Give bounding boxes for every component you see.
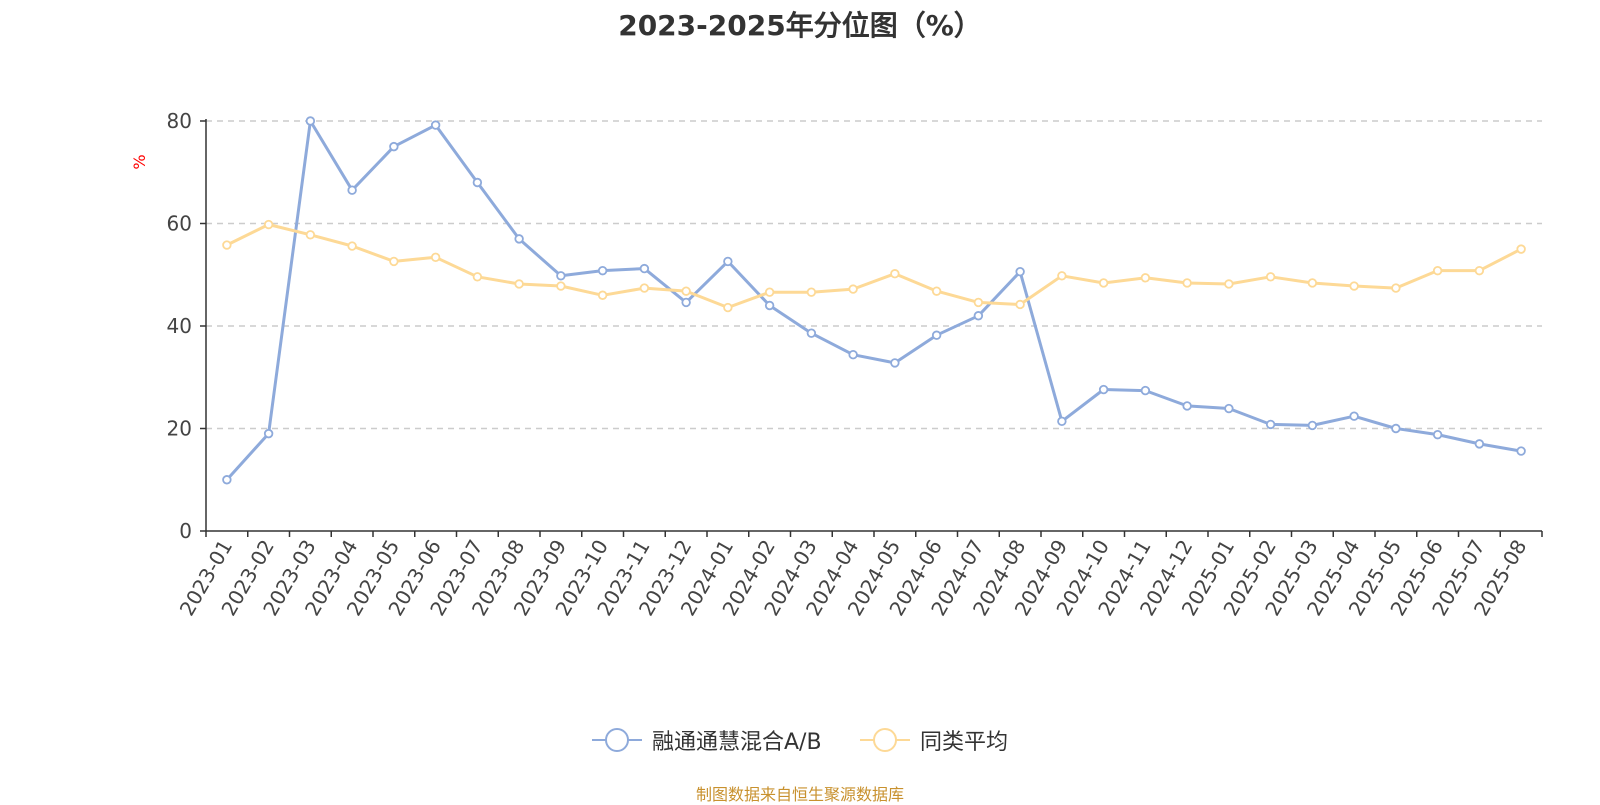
data-point-0[interactable] [1015,266,1025,277]
data-point-1[interactable] [1474,265,1485,276]
data-point-1[interactable] [1015,299,1025,310]
legend-swatch-0 [592,728,642,752]
data-point-1[interactable] [263,219,274,230]
data-point-1[interactable] [764,287,775,297]
data-point-1[interactable] [723,302,733,313]
data-point-0[interactable] [389,141,399,152]
y-tick-label: 60 [167,212,192,236]
data-point-0[interactable] [1432,429,1443,440]
data-point-0[interactable] [1140,385,1151,396]
data-point-0[interactable] [1516,446,1526,456]
data-point-1[interactable] [681,286,691,296]
data-point-0[interactable] [305,116,316,126]
data-point-1[interactable] [931,286,942,296]
data-point-1[interactable] [1182,278,1192,288]
legend-item-0[interactable]: 融通通慧混合A/B [592,722,822,758]
series-line-0 [225,119,1522,481]
data-point-1[interactable] [806,287,817,297]
data-point-1[interactable] [472,272,483,282]
data-point-0[interactable] [1265,419,1276,430]
data-point-1[interactable] [305,230,316,240]
y-tick-label: 0 [179,519,192,543]
data-point-0[interactable] [1391,423,1401,434]
data-point-0[interactable] [1474,439,1485,449]
data-point-0[interactable] [764,300,775,311]
data-point-0[interactable] [1182,401,1192,411]
data-point-1[interactable] [1098,278,1109,288]
data-point-1[interactable] [848,284,858,294]
data-point-1[interactable] [347,241,357,251]
data-point-0[interactable] [1098,384,1109,395]
data-point-1[interactable] [1057,271,1067,281]
data-point-1[interactable] [556,281,566,291]
data-point-1[interactable] [514,279,524,289]
data-point-0[interactable] [1057,416,1067,427]
series-lines [222,116,1526,485]
legend-swatch-1 [860,728,910,752]
legend-label-1: 同类平均 [920,730,1009,755]
data-point-1[interactable] [1307,278,1318,288]
data-point-1[interactable] [1349,281,1359,291]
data-point-0[interactable] [597,265,608,276]
data-point-0[interactable] [723,256,733,267]
source-note: 制图数据来自恒生聚源数据库 [695,785,904,804]
x-tick-labels: 2023-012023-022023-032023-042023-052023-… [175,536,1532,620]
data-point-0[interactable] [472,177,483,188]
data-point-0[interactable] [848,350,858,360]
data-point-1[interactable] [430,252,441,263]
data-point-1[interactable] [222,240,232,250]
y-tick-label: 20 [167,417,192,441]
y-tick-label: 40 [167,314,192,338]
data-point-1[interactable] [1265,272,1276,282]
data-point-0[interactable] [430,120,441,130]
data-point-0[interactable] [263,428,274,439]
chart-title: 2023-2025年分位图（%） [618,9,982,42]
data-point-1[interactable] [597,290,608,300]
data-point-0[interactable] [931,330,942,340]
data-point-0[interactable] [1224,403,1234,414]
data-point-0[interactable] [1349,411,1359,421]
legend-item-1[interactable]: 同类平均 [860,722,1008,758]
data-point-1[interactable] [973,297,984,308]
y-tick-label: 80 [167,109,192,133]
y-tick-labels: 0 20 40 60 80 [167,109,192,543]
data-point-1[interactable] [1432,265,1443,276]
data-point-0[interactable] [806,328,817,338]
data-point-0[interactable] [347,185,357,195]
data-point-0[interactable] [1307,420,1318,431]
legend-label-0: 融通通慧混合A/B [652,730,822,755]
y-axis-title: % [130,154,149,169]
series-line-1 [226,223,1522,309]
data-point-1[interactable] [1140,273,1151,283]
data-point-0[interactable] [890,358,900,368]
data-point-1[interactable] [890,269,900,279]
data-point-1[interactable] [389,256,399,267]
data-point-0[interactable] [639,263,650,274]
data-point-0[interactable] [556,271,566,281]
data-point-1[interactable] [1391,283,1401,293]
data-point-0[interactable] [681,297,691,308]
data-point-0[interactable] [514,234,524,244]
data-point-1[interactable] [1224,279,1234,289]
data-point-0[interactable] [973,311,984,321]
data-point-1[interactable] [1516,244,1526,254]
data-point-1[interactable] [639,283,650,293]
grid-lines [206,120,1542,430]
data-point-0[interactable] [222,475,232,485]
axes [200,119,1543,537]
